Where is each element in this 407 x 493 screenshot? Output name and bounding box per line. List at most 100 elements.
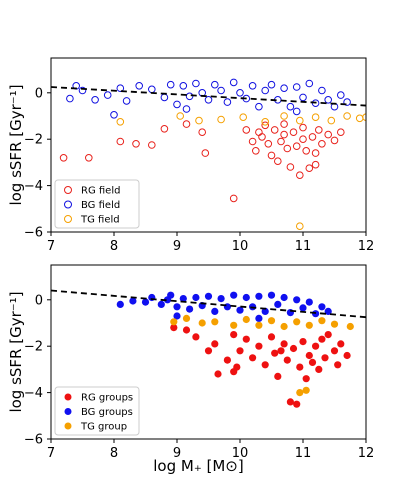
data-point <box>182 120 191 128</box>
data-point <box>261 307 269 315</box>
legend-box <box>54 179 140 229</box>
data-point <box>293 318 301 326</box>
data-point <box>271 349 279 357</box>
data-point <box>330 136 339 145</box>
data-point <box>346 322 354 331</box>
data-point <box>296 171 304 179</box>
data-point <box>255 292 263 300</box>
data-point <box>255 102 263 111</box>
data-point <box>267 80 276 89</box>
legend-box <box>54 386 140 436</box>
data-point <box>362 113 366 121</box>
data-point <box>248 137 257 146</box>
data-point <box>296 222 304 230</box>
data-point <box>305 321 313 329</box>
data-point <box>157 300 165 308</box>
data-point <box>66 94 74 103</box>
data-point <box>330 347 339 355</box>
data-point <box>311 149 320 157</box>
data-point <box>292 83 301 91</box>
x-tick-label: 7 <box>47 446 55 461</box>
y-tick-label: −2 <box>24 133 43 148</box>
legend-marker <box>64 408 72 415</box>
data-point <box>280 293 288 302</box>
data-point <box>116 137 125 146</box>
data-point <box>110 111 118 119</box>
data-point <box>255 342 263 350</box>
data-point <box>334 361 342 369</box>
data-point <box>343 98 351 106</box>
data-point <box>311 160 320 169</box>
series-bg-field <box>66 78 351 119</box>
data-point <box>261 118 270 126</box>
data-point <box>355 114 364 123</box>
data-point <box>116 118 125 126</box>
y-tick-label: 0 <box>35 293 43 308</box>
trend-line <box>51 86 366 107</box>
series-bg-groups <box>116 291 332 322</box>
data-point <box>318 335 326 343</box>
data-point <box>299 123 307 132</box>
data-point <box>305 79 314 88</box>
data-point <box>217 86 225 95</box>
data-point <box>204 292 213 300</box>
legend-marker <box>64 200 72 209</box>
legend-marker <box>64 422 72 430</box>
data-point <box>324 96 333 104</box>
legend-label: BG groups <box>81 407 133 418</box>
data-point <box>302 375 310 383</box>
y-axis-label: log sSFR [Gyr⁻¹] <box>7 291 25 412</box>
data-point <box>337 91 345 99</box>
data-point <box>182 326 191 334</box>
data-point <box>283 144 292 153</box>
y-tick-label: −6 <box>24 226 43 241</box>
data-point <box>318 86 326 95</box>
data-layer <box>51 289 366 408</box>
data-point <box>318 140 326 148</box>
data-point <box>198 319 206 327</box>
data-point <box>292 142 301 150</box>
data-point <box>185 92 194 101</box>
data-point <box>261 121 270 130</box>
data-point <box>91 96 99 104</box>
data-point <box>305 298 313 306</box>
y-axis-label: log sSFR [Gyr⁻¹] <box>7 84 25 205</box>
data-point <box>267 291 276 299</box>
data-point <box>274 300 282 308</box>
data-point <box>293 400 301 408</box>
data-point <box>173 312 181 320</box>
data-point <box>236 89 244 97</box>
data-point <box>249 354 257 362</box>
data-point <box>293 296 301 304</box>
data-point <box>223 98 232 106</box>
data-point <box>280 112 288 120</box>
data-point <box>229 78 238 87</box>
data-point <box>315 126 323 134</box>
legend-label: TG field <box>80 215 120 226</box>
data-point <box>286 398 294 406</box>
x-axis-label: log M₊ [M⊙] <box>153 457 243 475</box>
data-point <box>327 116 336 125</box>
data-point <box>255 314 263 322</box>
data-layer <box>51 78 366 230</box>
data-point <box>179 82 188 90</box>
data-point <box>195 116 203 125</box>
series-rg-groups <box>170 324 351 408</box>
data-point <box>267 317 276 325</box>
data-point <box>308 133 317 141</box>
data-point <box>343 112 351 120</box>
data-point <box>141 298 150 306</box>
data-point <box>192 79 200 88</box>
data-point <box>299 93 307 102</box>
data-point <box>160 125 169 133</box>
plot-frame <box>50 57 367 233</box>
legend: RG field BG field TG field <box>54 179 140 229</box>
data-point <box>318 317 326 325</box>
x-tick-label: 11 <box>295 446 312 461</box>
x-tick-label: 8 <box>110 239 118 254</box>
data-point <box>204 96 213 104</box>
data-point <box>324 130 333 139</box>
data-point <box>230 331 238 339</box>
data-point <box>296 389 304 397</box>
data-point <box>239 113 247 121</box>
